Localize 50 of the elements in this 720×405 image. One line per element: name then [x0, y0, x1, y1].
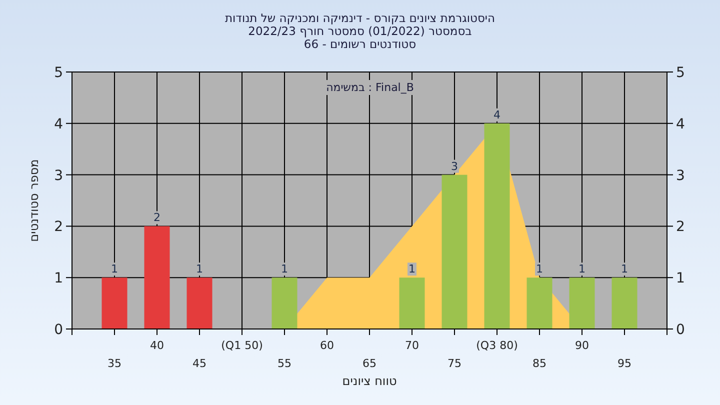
- x-tick-label: 35: [108, 357, 122, 370]
- x-tick-label: 60: [320, 339, 334, 352]
- x-tick-label: (Q3 80): [476, 339, 518, 352]
- data-label: 1: [111, 262, 118, 276]
- bar: [102, 278, 128, 329]
- data-label: 2: [154, 211, 160, 224]
- bar: [484, 123, 510, 329]
- x-tick-label: 95: [618, 357, 632, 370]
- y-tick-label: 4: [54, 116, 64, 132]
- bar: [399, 278, 425, 329]
- bar: [272, 278, 298, 329]
- x-tick-label: 40: [150, 339, 164, 352]
- data-label: 1: [621, 262, 628, 276]
- bar: [442, 174, 468, 329]
- data-label: 4: [494, 108, 500, 122]
- bar: [569, 278, 595, 329]
- y2-tick-label: 5: [676, 65, 685, 81]
- y-axis-title: מספר סטודנטים: [27, 159, 41, 242]
- x-tick-label: 65: [362, 357, 376, 370]
- x-axis-title: טווח ציונים: [342, 374, 397, 388]
- data-label: 1: [536, 262, 543, 276]
- x-tick-label: 85: [532, 357, 546, 370]
- data-label: 1: [408, 262, 416, 276]
- annotation: במשימה : Final_B: [326, 81, 414, 94]
- data-label: 1: [281, 262, 288, 276]
- x-tick-label: (Q1 50): [221, 339, 263, 352]
- y2-tick-label: 2: [676, 219, 685, 236]
- data-label: 1: [196, 262, 203, 276]
- x-tick-label: 45: [192, 357, 206, 370]
- x-tick-label: 70: [405, 339, 419, 352]
- y-tick-label: 0: [54, 322, 63, 338]
- y-tick-label: 5: [54, 65, 63, 81]
- x-tick-label: 75: [448, 357, 462, 370]
- y-tick-label: 2: [54, 219, 63, 236]
- y2-tick-label: 3: [676, 168, 685, 184]
- x-tick-label: 90: [575, 339, 589, 352]
- data-label: 1: [578, 262, 586, 276]
- bar: [186, 278, 212, 329]
- y-tick-label: 3: [54, 168, 63, 184]
- bar: [526, 278, 552, 329]
- bar: [144, 226, 170, 329]
- y2-tick-label: 0: [676, 322, 685, 338]
- y-tick-label: 1: [54, 270, 63, 287]
- y2-tick-label: 4: [676, 116, 685, 132]
- chart-title: היסטוגרמת ציונים בקורס - דינמיקה ומכניקה של תנודות: [224, 11, 496, 25]
- bar: [612, 278, 638, 329]
- x-tick-label: 55: [278, 357, 292, 370]
- data-label: 3: [451, 160, 458, 173]
- chart-subtitle: בסמסטר (01/2022) סמסטר חורף 2022/23 סטודנטים רשומים - 66: [248, 24, 472, 51]
- y2-tick-label: 1: [676, 270, 685, 287]
